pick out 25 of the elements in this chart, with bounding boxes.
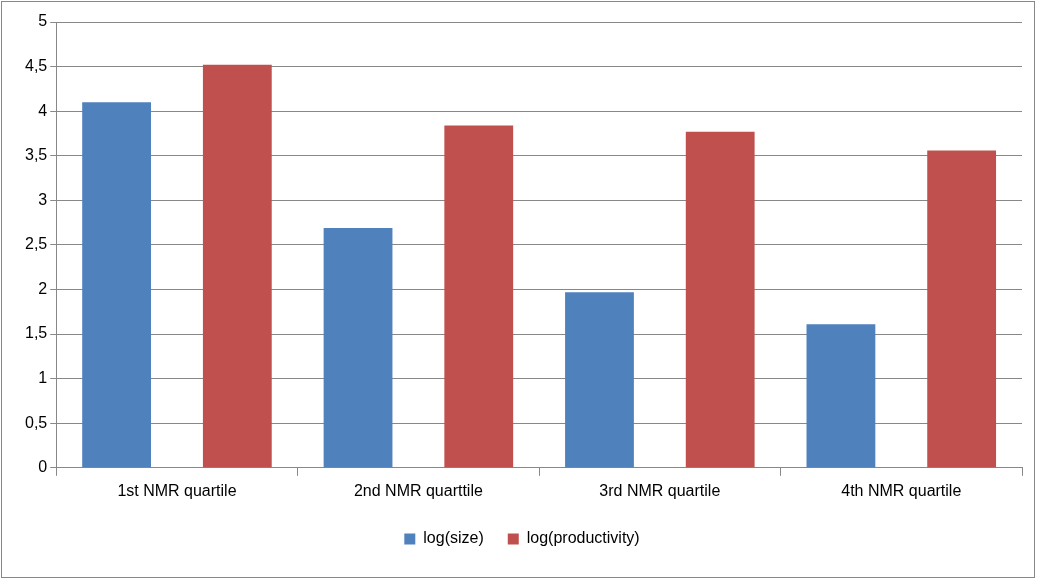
y-tick-label: 2 [38, 279, 48, 297]
y-tick-label: 1,5 [24, 324, 48, 342]
x-tick-label: 2nd NMR quarttile [353, 481, 483, 499]
y-tick-label: 5 [38, 12, 48, 30]
y-tick-label: 4,5 [24, 56, 48, 74]
y-tick-label: 0,5 [24, 413, 48, 431]
y-tick-label: 3 [38, 190, 48, 208]
bar [685, 131, 755, 468]
bar [323, 227, 393, 468]
x-tick-label: 3rd NMR quartile [599, 481, 721, 499]
y-tick-label: 2,5 [24, 235, 48, 253]
bar [444, 125, 514, 468]
y-tick-label: 4 [38, 101, 48, 119]
legend-label: log(size) [423, 529, 484, 547]
bar [202, 64, 272, 468]
bar [927, 150, 997, 468]
x-tick-label: 1st NMR quartile [117, 481, 237, 499]
bar [806, 324, 876, 468]
y-tick-label: 0 [38, 458, 48, 476]
bar [82, 102, 152, 468]
x-tick-label: 4th NMR quartile [841, 481, 962, 499]
y-tick-label: 3,5 [24, 146, 48, 164]
y-tick-label: 1 [38, 369, 48, 387]
bar [565, 292, 634, 468]
legend-label: log(productivity) [526, 529, 640, 547]
